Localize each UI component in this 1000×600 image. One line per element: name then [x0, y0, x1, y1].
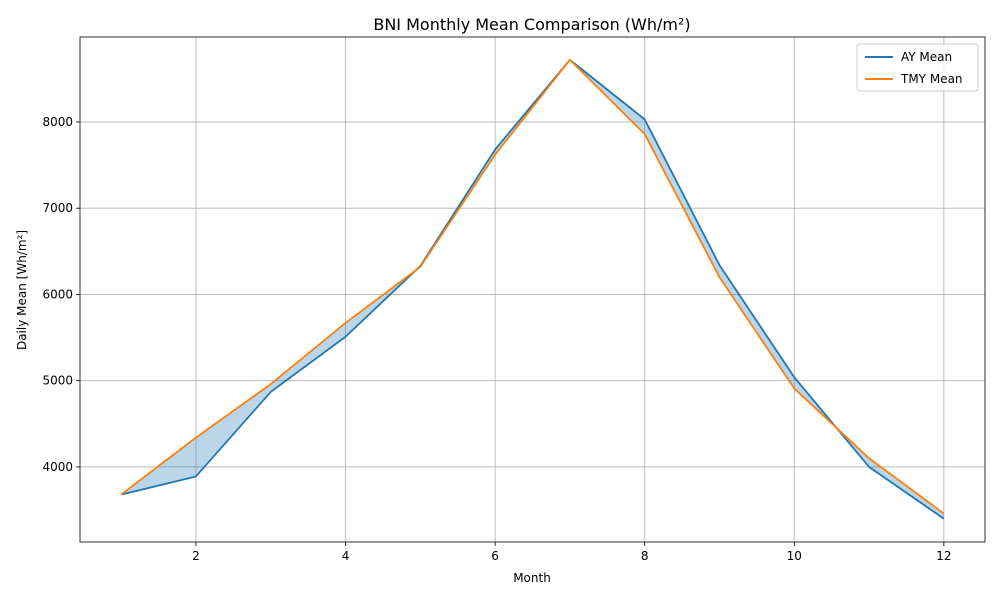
y-tick-label: 6000	[42, 287, 73, 301]
x-tick-label: 4	[342, 549, 350, 563]
legend: AY Mean TMY Mean	[856, 43, 979, 92]
series-line-1	[120, 58, 945, 515]
chart-title: BNI Monthly Mean Comparison (Wh/m²)	[373, 15, 690, 34]
y-axis-ticks: 4000 5000 6000 7000 8000	[42, 115, 80, 474]
grid	[80, 37, 985, 542]
x-tick-label: 8	[641, 549, 649, 563]
series-lines	[120, 58, 945, 520]
y-axis-label: Daily Mean [Wh/m²]	[15, 230, 29, 350]
legend-label-tmy-mean: TMY Mean	[900, 72, 963, 86]
y-tick-label: 5000	[42, 374, 73, 388]
x-tick-label: 10	[787, 549, 802, 563]
y-tick-label: 8000	[42, 115, 73, 129]
plot-frame	[79, 36, 986, 543]
x-tick-label: 2	[192, 549, 200, 563]
series-line-0	[120, 58, 945, 520]
x-axis-label: Month	[513, 571, 551, 585]
legend-label-ay-mean: AY Mean	[901, 50, 952, 64]
x-tick-label: 6	[491, 549, 499, 563]
y-tick-label: 7000	[42, 201, 73, 215]
y-tick-label: 4000	[42, 460, 73, 474]
x-axis-ticks: 2 4 6 8 10 12	[192, 542, 952, 563]
plot-area	[80, 37, 985, 542]
x-tick-label: 12	[936, 549, 951, 563]
